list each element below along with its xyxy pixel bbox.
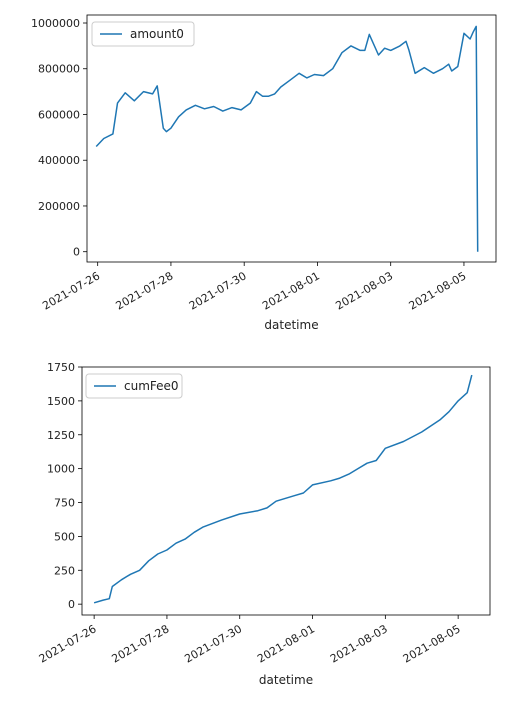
y-tick-label: 0 bbox=[73, 246, 80, 259]
x-tick-label: 2021-07-26 bbox=[40, 269, 102, 312]
x-axis-label: datetime bbox=[259, 673, 313, 687]
plot-frame bbox=[81, 366, 491, 616]
y-tick-label: 250 bbox=[54, 564, 75, 577]
y-tick-label: 1750 bbox=[47, 361, 75, 374]
legend-box bbox=[91, 21, 195, 47]
x-tick-label: 2021-07-28 bbox=[110, 622, 172, 665]
cumfee0-chart: datetime 0 250 500 750 1000 1250 1500 1750 2021-… bbox=[37, 361, 491, 687]
x-tick-label: 2021-08-01 bbox=[260, 269, 322, 312]
legend-label: cumFee0 bbox=[124, 379, 179, 393]
legend-box bbox=[85, 373, 183, 399]
y-tick-label: 0 bbox=[68, 598, 75, 611]
y-tick-label: 1500 bbox=[47, 395, 75, 408]
x-axis-label: datetime bbox=[264, 318, 318, 332]
y-tick-label: 1000 bbox=[47, 463, 75, 476]
y-tick-label: 1250 bbox=[47, 429, 75, 442]
y-tick-label: 750 bbox=[54, 497, 75, 510]
y-tick-label: 600000 bbox=[38, 108, 80, 121]
y-tick-label: 500 bbox=[54, 530, 75, 543]
y-tick-label: 1000000 bbox=[31, 17, 80, 30]
legend-label: amount0 bbox=[130, 27, 184, 41]
x-tick-label: 2021-08-01 bbox=[255, 622, 317, 665]
series-line-cumFee0 bbox=[93, 374, 473, 604]
x-tick-label: 2021-07-28 bbox=[114, 269, 176, 312]
plot-frame bbox=[86, 14, 497, 263]
series-line-amount0 bbox=[95, 25, 479, 252]
x-tick-label: 2021-08-03 bbox=[328, 622, 390, 665]
x-tick-label: 2021-07-30 bbox=[182, 622, 244, 665]
x-tick-label: 2021-08-03 bbox=[333, 269, 395, 312]
x-tick-label: 2021-07-26 bbox=[37, 622, 99, 665]
amount0-chart: datetime 0 200000 400000 600000 800000 100000… bbox=[31, 14, 497, 332]
y-tick-label: 200000 bbox=[38, 200, 80, 213]
x-tick-label: 2021-08-05 bbox=[407, 269, 469, 312]
y-tick-label: 800000 bbox=[38, 63, 80, 76]
x-tick-label: 2021-08-05 bbox=[401, 622, 463, 665]
y-tick-label: 400000 bbox=[38, 154, 80, 167]
x-tick-label: 2021-07-30 bbox=[187, 269, 249, 312]
